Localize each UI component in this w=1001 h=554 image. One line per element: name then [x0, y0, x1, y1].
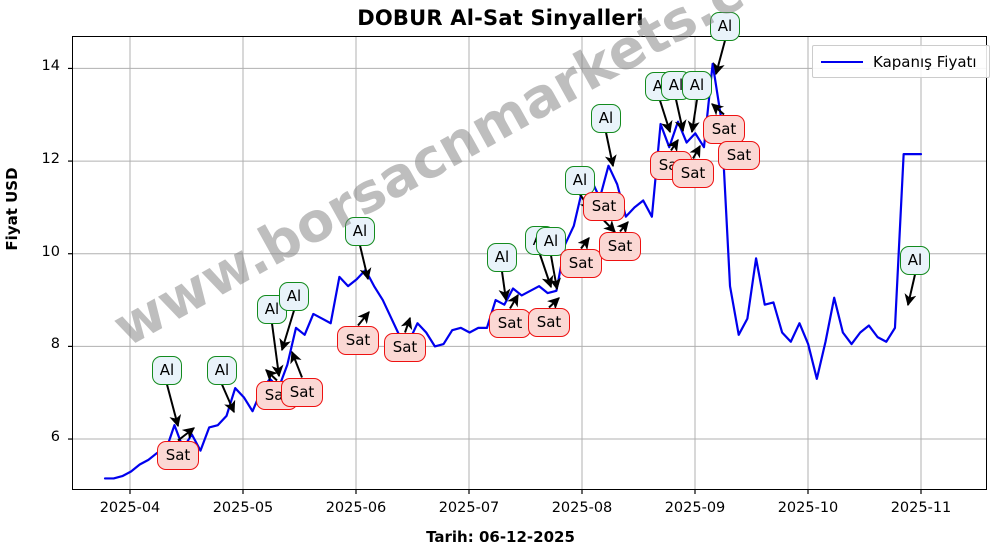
y-axis-label: Fiyat USD: [3, 167, 21, 251]
x-tick-label: 2025-04: [99, 500, 161, 516]
buy-signal-marker[interactable]: Al: [565, 165, 595, 195]
sell-signal-marker[interactable]: Sat: [560, 248, 602, 278]
buy-signal-marker[interactable]: Al: [152, 355, 182, 385]
x-tick-label: 2025-09: [664, 500, 726, 516]
sell-signal-marker[interactable]: Sat: [489, 308, 531, 338]
buy-signal-marker[interactable]: Al: [345, 216, 375, 246]
legend[interactable]: Kapanış Fiyatı: [812, 45, 990, 78]
y-tick-label: 8: [50, 336, 60, 353]
x-tick-label: 2025-06: [325, 500, 387, 516]
y-tick-label: 12: [41, 151, 60, 168]
tick-layer: [68, 67, 922, 494]
sell-signal-marker[interactable]: Sat: [528, 307, 570, 337]
buy-signal-marker[interactable]: Al: [900, 245, 930, 275]
sell-signal-marker[interactable]: Sat: [599, 231, 641, 261]
buy-signal-marker[interactable]: Al: [645, 71, 675, 101]
sell-signal-marker[interactable]: Sat: [384, 332, 426, 362]
buy-signal-marker[interactable]: Al: [682, 70, 712, 100]
sell-signal-marker[interactable]: Sat: [718, 140, 760, 170]
x-axis-label: Tarih: 06-12-2025: [426, 528, 575, 546]
buy-signal-marker[interactable]: Al: [487, 242, 517, 272]
buy-signal-marker[interactable]: Al: [591, 103, 621, 133]
sell-signal-marker[interactable]: Sat: [337, 325, 379, 355]
plot-area: [72, 36, 987, 490]
sell-signal-marker[interactable]: Sat: [281, 377, 323, 407]
x-tick-label: 2025-05: [212, 500, 274, 516]
buy-signal-marker[interactable]: Al: [207, 355, 237, 385]
y-tick-label: 6: [50, 429, 60, 446]
sell-signal-marker[interactable]: Sat: [583, 191, 625, 221]
legend-line-swatch: [821, 60, 863, 63]
page-title: DOBUR Al-Sat Sinyalleri: [357, 6, 644, 30]
price-line-layer: [103, 62, 923, 480]
x-tick-label: 2025-07: [438, 500, 500, 516]
sell-signal-marker[interactable]: Sat: [703, 114, 745, 144]
buy-signal-marker[interactable]: Al: [536, 226, 566, 256]
y-tick-label: 14: [41, 58, 60, 75]
buy-signal-marker[interactable]: Al: [710, 11, 740, 41]
legend-entry-label: Kapanış Fiyatı: [873, 52, 977, 71]
x-tick-label: 2025-10: [777, 500, 839, 516]
buy-signal-marker[interactable]: Al: [279, 281, 309, 311]
sell-signal-marker[interactable]: Sat: [157, 440, 199, 470]
y-tick-label: 10: [41, 243, 60, 260]
sell-signal-marker[interactable]: Sat: [672, 158, 714, 188]
x-tick-label: 2025-11: [890, 500, 952, 516]
x-tick-label: 2025-08: [551, 500, 613, 516]
